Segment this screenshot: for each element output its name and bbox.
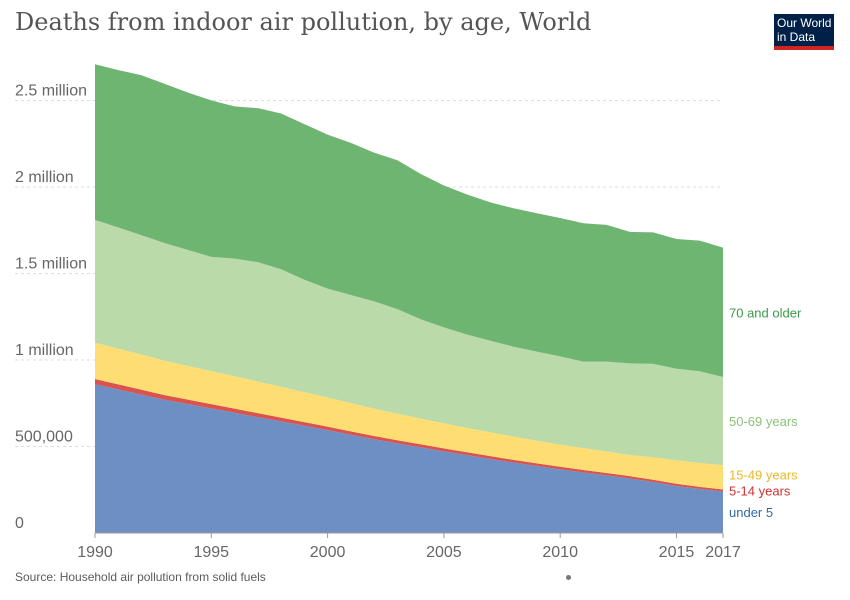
series-label-15-49-years: 15-49 years (729, 467, 798, 482)
pagination-dot[interactable] (566, 575, 571, 580)
y-tick-label-0: 0 (15, 515, 24, 532)
series-label-under-5: under 5 (729, 505, 773, 520)
x-tick-label-1: 1995 (193, 544, 229, 560)
area-15-49-years (95, 342, 723, 490)
x-tick-label-4: 2010 (542, 544, 578, 560)
x-tick-label-3: 2005 (426, 544, 462, 560)
series-label-50-69-years: 50-69 years (729, 414, 798, 429)
x-tick-label-2: 2000 (310, 544, 346, 560)
y-tick-label-2: 1 million (15, 342, 74, 359)
y-tick-label-3: 1.5 million (15, 256, 87, 273)
owid-logo[interactable]: Our World in Data (774, 14, 834, 50)
x-tick-label-5: 2015 (659, 544, 695, 560)
stacked-area-chart: 0 500,000 1 million 1.5 million 2 million 2.5… (15, 64, 802, 560)
logo-line-2: in Data (777, 30, 816, 44)
x-tick-label-0: 1990 (77, 544, 113, 560)
y-tick-label-5: 2.5 million (15, 83, 87, 100)
series-label-5-14-years: 5-14 years (729, 483, 791, 498)
x-tick-label-6: 2017 (705, 544, 741, 560)
area-50-69-years (95, 219, 723, 466)
series-label-70-and-older: 70 and older (729, 305, 802, 320)
y-tick-label-1: 500,000 (15, 429, 73, 446)
area-70-and-older (95, 64, 723, 378)
y-tick-label-4: 2 million (15, 169, 74, 186)
logo-line-1: Our World (777, 16, 832, 30)
chart-title: Deaths from indoor air pollution, by age… (15, 8, 592, 36)
source-note: Source: Household air pollution from sol… (15, 570, 266, 584)
area-under-5 (95, 384, 723, 533)
